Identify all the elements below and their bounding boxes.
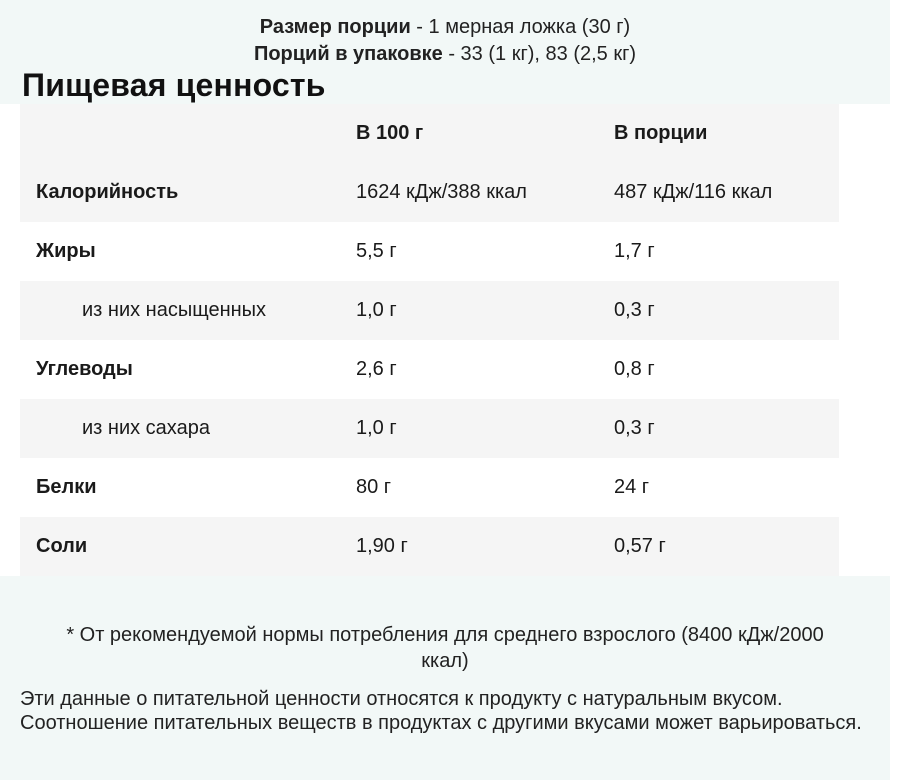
row-per-100g: 1624 кДж/388 ккал xyxy=(356,181,527,203)
row-per-100g: 2,6 г xyxy=(356,358,397,380)
servings-per-pack-line: Порций в упаковке - 33 (1 кг), 83 (2,5 к… xyxy=(0,43,890,66)
row-per-portion: 0,3 г xyxy=(614,417,655,439)
serving-size-label: Размер порции xyxy=(259,16,411,38)
table-row: Углеводы 2,6 г 0,8 г xyxy=(20,340,839,399)
row-name: Жиры xyxy=(36,240,96,262)
row-per-100g: 80 г xyxy=(356,476,392,498)
row-name: из них насыщенных xyxy=(82,299,267,321)
table-header-row: В 100 г В порции xyxy=(20,104,839,163)
table-row: из них сахара 1,0 г 0,3 г xyxy=(20,399,839,458)
row-name: Углеводы xyxy=(36,358,133,380)
column-header-per-100g: В 100 г xyxy=(356,122,424,144)
footnote: * От рекомендуемой нормы потребления для… xyxy=(0,622,890,674)
row-name: из них сахара xyxy=(82,417,210,439)
row-per-100g: 5,5 г xyxy=(356,240,397,262)
table-row: Соли 1,90 г 0,57 г xyxy=(20,517,839,576)
row-name: Соли xyxy=(36,535,88,557)
row-per-100g: 1,0 г xyxy=(356,299,397,321)
row-per-100g: 1,0 г xyxy=(356,417,397,439)
servings-per-pack-label: Порций в упаковке xyxy=(253,43,443,65)
page-title: Пищевая ценность xyxy=(22,67,326,103)
servings-per-pack-value: - 33 (1 кг), 83 (2,5 кг) xyxy=(442,43,637,65)
row-per-100g: 1,90 г xyxy=(356,535,408,557)
header-band xyxy=(0,0,890,104)
row-per-portion: 487 кДж/116 ккал xyxy=(614,181,773,203)
table-row: Жиры 5,5 г 1,7 г xyxy=(20,222,839,281)
row-per-portion: 0,8 г xyxy=(614,358,655,380)
flavor-note: Эти данные о питательной ценности относя… xyxy=(20,688,862,734)
footnote-line-2: ккал) xyxy=(421,650,469,672)
row-per-portion: 0,3 г xyxy=(614,299,655,321)
footnote-line-1: * От рекомендуемой нормы потребления для… xyxy=(66,624,824,646)
serving-size-value: - 1 мерная ложка (30 г) xyxy=(410,16,631,38)
row-name: Белки xyxy=(36,476,97,498)
row-name: Калорийность xyxy=(36,181,179,203)
column-header-per-portion: В порции xyxy=(614,122,708,144)
footer-band xyxy=(0,576,890,780)
row-per-portion: 24 г xyxy=(614,476,650,498)
row-per-portion: 1,7 г xyxy=(614,240,655,262)
table-row: из них насыщенных 1,0 г 0,3 г xyxy=(20,281,839,340)
nutrition-table: В 100 г В порции Калорийность 1624 кДж/3… xyxy=(20,104,839,576)
serving-size-line: Размер порции - 1 мерная ложка (30 г) xyxy=(0,16,890,39)
row-per-portion: 0,57 г xyxy=(614,535,666,557)
table-row: Калорийность 1624 кДж/388 ккал 487 кДж/1… xyxy=(20,163,839,222)
table-row: Белки 80 г 24 г xyxy=(20,458,839,517)
